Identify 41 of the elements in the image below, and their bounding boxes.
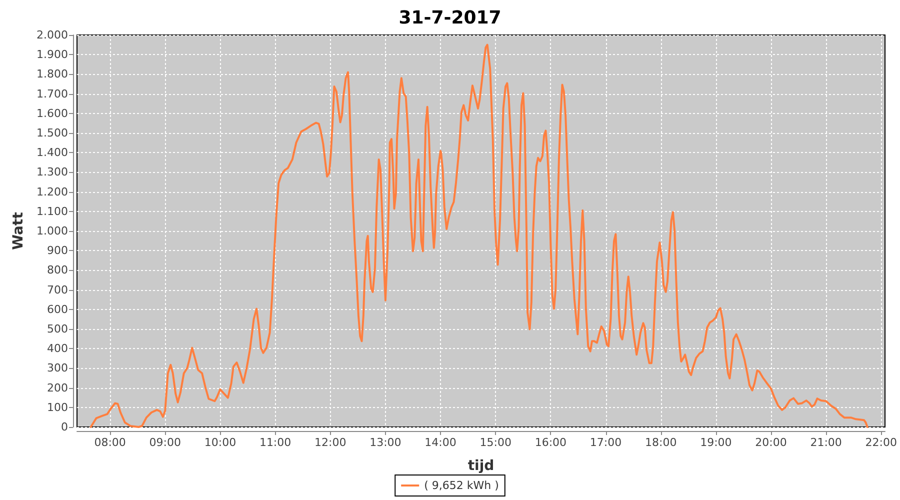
y-tick-label: 500 [47, 322, 68, 336]
x-tick-label: 22:00 [865, 436, 897, 449]
y-tick-label: 1.300 [36, 166, 68, 179]
x-tick-label: 12:00 [314, 436, 346, 449]
x-tick-label: 16:00 [534, 436, 567, 449]
y-tick-label: 600 [47, 302, 68, 316]
x-tick-label: 08:00 [94, 436, 126, 449]
y-tick-label: 1.400 [36, 146, 68, 160]
legend-label: ( 9,652 kWh ) [424, 479, 499, 492]
x-tick-label: 13:00 [370, 436, 402, 449]
x-tick-label: 10:00 [204, 436, 236, 449]
x-tick-label: 20:00 [755, 436, 787, 449]
x-tick-label: 17:00 [590, 436, 622, 449]
y-tick-label: 1.100 [36, 204, 68, 218]
x-tick-label: 11:00 [259, 436, 292, 449]
x-tick-label: 19:00 [700, 436, 732, 449]
x-tick-label: 18:00 [644, 436, 677, 449]
chart-title: 31-7-2017 [398, 8, 502, 28]
y-tick-label: 300 [47, 362, 68, 375]
x-tick-label: 14:00 [424, 436, 456, 449]
line-series [90, 44, 868, 428]
y-tick-label: 1.600 [36, 106, 68, 120]
y-tick-label: 1.500 [36, 126, 68, 140]
y-tick-label: 1.700 [36, 87, 68, 100]
y-tick-label: 1.900 [36, 48, 68, 62]
x-tick-label: 21:00 [810, 436, 842, 449]
y-tick-label: 1.000 [36, 224, 68, 238]
y-tick-label: 700 [47, 283, 68, 296]
x-axis-title: tijd [468, 458, 494, 474]
y-axis-title: Watt [10, 212, 27, 250]
y-tick-label: 1.200 [36, 185, 68, 198]
y-tick-label: 400 [47, 342, 68, 356]
y-tick-label: 1.800 [36, 68, 68, 81]
y-tick-label: 0 [61, 420, 68, 434]
x-tick-label: 15:00 [480, 436, 512, 449]
y-tick-label: 100 [47, 400, 68, 414]
y-tick-label: 2.000 [36, 28, 68, 42]
y-tick-label: 200 [47, 381, 68, 394]
x-tick-label: 09:00 [149, 436, 181, 449]
y-tick-label: 800 [47, 264, 68, 277]
y-tick-label: 900 [47, 244, 68, 258]
